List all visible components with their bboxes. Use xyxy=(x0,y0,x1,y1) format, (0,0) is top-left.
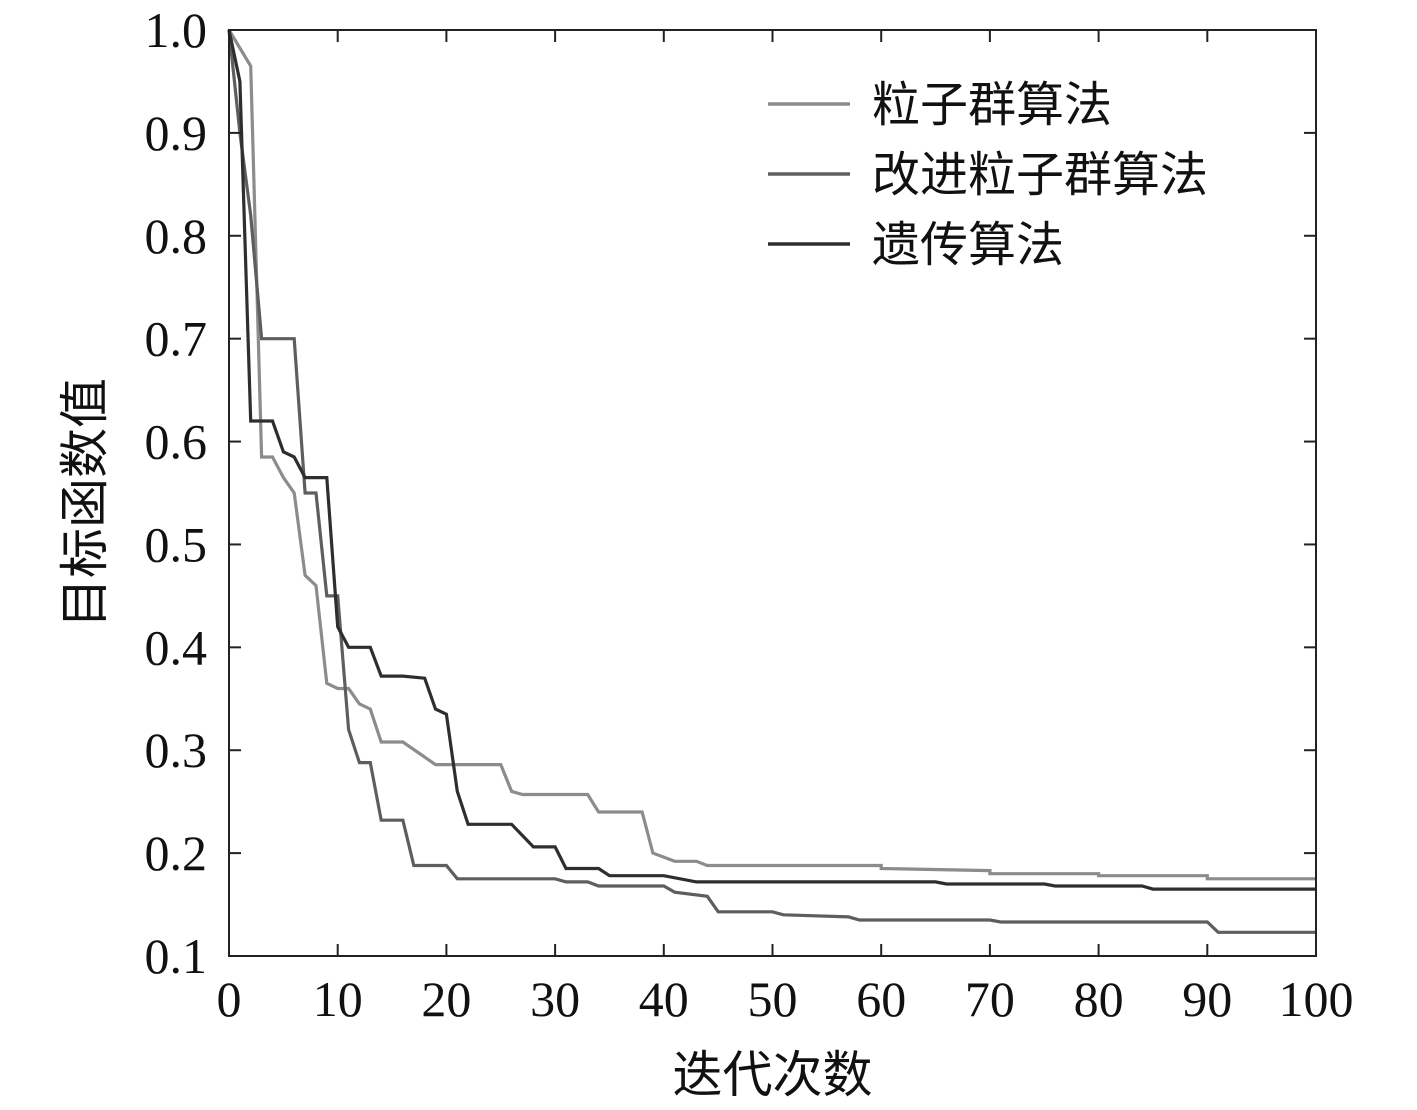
legend-label-1: 粒子群算法 xyxy=(872,79,1112,132)
series-group xyxy=(227,29,1316,934)
y-tick-label: 0.2 xyxy=(145,825,208,881)
x-axis-title: 迭代次数 xyxy=(673,1047,873,1103)
series-line-3 xyxy=(227,29,1316,891)
y-axis-title: 目标函数值 xyxy=(57,378,113,628)
x-tick-label: 50 xyxy=(748,971,798,1027)
x-tick-label: 60 xyxy=(856,971,906,1027)
x-axis: 0 10 20 30 40 50 60 70 80 90 100 xyxy=(217,30,1354,1027)
y-tick-label: 1.0 xyxy=(145,2,208,58)
y-tick-label: 0.6 xyxy=(145,414,208,470)
y-tick-label: 0.1 xyxy=(145,928,208,984)
x-tick-label: 80 xyxy=(1074,971,1124,1027)
y-tick-label: 0.8 xyxy=(145,208,208,264)
y-tick-label: 0.9 xyxy=(145,105,208,161)
series-line-2 xyxy=(227,29,1316,934)
x-tick-label: 20 xyxy=(421,971,471,1027)
x-tick-label: 0 xyxy=(217,971,242,1027)
x-tick-label: 100 xyxy=(1279,971,1354,1027)
legend-label-3: 遗传算法 xyxy=(872,219,1064,272)
x-tick-label: 90 xyxy=(1182,971,1232,1027)
y-tick-label: 0.5 xyxy=(145,516,208,572)
y-tick-label: 0.4 xyxy=(145,619,208,675)
legend-label-2: 改进粒子群算法 xyxy=(872,149,1208,202)
series-line-1 xyxy=(227,29,1316,881)
y-axis: 0.1 0.2 0.3 0.4 0.5 0.6 0.7 0.8 0.9 1.0 xyxy=(145,2,1316,984)
y-tick-label: 0.7 xyxy=(145,311,208,367)
x-tick-label: 70 xyxy=(965,971,1015,1027)
y-tick-label: 0.3 xyxy=(145,722,208,778)
x-tick-label: 10 xyxy=(313,971,363,1027)
x-tick-label: 30 xyxy=(530,971,580,1027)
x-tick-label: 40 xyxy=(639,971,689,1027)
